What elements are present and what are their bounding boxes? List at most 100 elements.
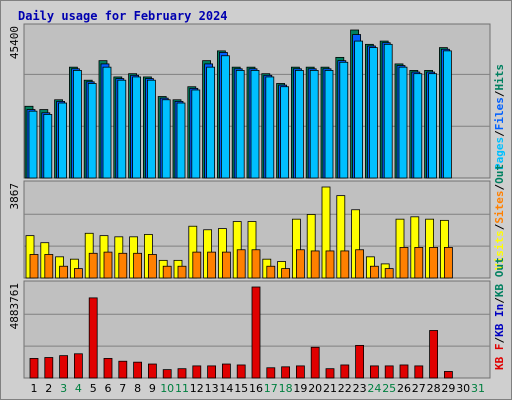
bar-sites xyxy=(236,249,246,279)
bar-sites xyxy=(310,250,320,279)
bar-kb-f xyxy=(340,364,350,379)
bar-pages xyxy=(43,114,53,179)
bar-kb-f xyxy=(429,330,439,379)
bar-kb-f xyxy=(399,364,409,379)
legend-entry: Sites xyxy=(493,191,506,224)
x-tick-label: 3 xyxy=(60,382,67,395)
bar-sites xyxy=(384,268,394,279)
bar-sites xyxy=(340,250,350,279)
bar-pages xyxy=(294,70,304,179)
bar-pages xyxy=(220,55,230,179)
bar-sites xyxy=(251,249,261,279)
bar-sites xyxy=(147,254,157,279)
bar-pages xyxy=(339,61,349,179)
legend-entry: / xyxy=(493,130,506,137)
bar-kb-f xyxy=(162,369,172,379)
x-tick-label: 14 xyxy=(219,382,233,395)
legend-entry: Visits xyxy=(493,230,506,270)
legend-entry: / xyxy=(493,184,506,191)
bar-kb-f xyxy=(59,355,68,379)
y-max-label: 3867 xyxy=(8,183,21,210)
bar-kb-f xyxy=(88,297,98,379)
bar-pages xyxy=(206,66,216,179)
bar-sites xyxy=(207,251,217,279)
bar-sites xyxy=(177,265,187,279)
bar-kb-f xyxy=(177,368,187,379)
bar-kb-f xyxy=(236,364,246,379)
bar-pages xyxy=(324,70,334,179)
bar-pages xyxy=(117,79,127,179)
bar-pages xyxy=(102,66,112,179)
bar-sites xyxy=(414,247,424,279)
bar-pages xyxy=(265,76,275,179)
bar-kb-f xyxy=(29,358,39,379)
bar-kb-f xyxy=(74,353,83,379)
bar-kb-f xyxy=(325,368,335,379)
x-tick-label: 26 xyxy=(397,382,411,395)
legend-entry: KB Out xyxy=(493,257,506,297)
bar-kb-f xyxy=(310,346,320,379)
x-tick-label: 29 xyxy=(441,382,455,395)
x-tick-label: 19 xyxy=(293,382,307,395)
legend: Pages/Files/Hits xyxy=(493,64,506,170)
x-tick-label: 22 xyxy=(338,382,352,395)
bar-kb-f xyxy=(355,344,365,379)
bar-sites xyxy=(443,247,453,279)
bar-pages xyxy=(87,83,97,179)
bar-kb-f xyxy=(133,361,143,379)
x-tick-label: 10 xyxy=(160,382,174,395)
bar-kb-f xyxy=(147,363,157,379)
bar-pages xyxy=(146,79,156,179)
x-tick-label: 4 xyxy=(75,382,82,395)
bar-pages xyxy=(442,50,452,179)
bar-sites xyxy=(295,249,305,279)
bar-sites xyxy=(103,251,113,279)
bar-pages xyxy=(309,70,319,179)
legend-entry: / xyxy=(493,223,506,230)
legend-entry: Pages xyxy=(493,137,506,170)
bar-sites xyxy=(29,254,39,279)
bar-pages xyxy=(191,89,201,179)
bar-kb-f xyxy=(414,365,424,379)
bar-sites xyxy=(74,268,83,279)
legend-entry: Hits xyxy=(493,64,506,91)
x-tick-label: 15 xyxy=(234,382,248,395)
bar-kb-f xyxy=(207,365,217,379)
bar-sites xyxy=(88,252,98,279)
bar-sites xyxy=(399,247,409,279)
bar-sites xyxy=(133,252,143,279)
legend: KB F/KB In/KB Out xyxy=(493,257,506,370)
bar-pages xyxy=(280,86,290,179)
bar-pages xyxy=(176,102,186,179)
bar-pages xyxy=(368,47,378,179)
bar-pages xyxy=(58,102,67,179)
x-tick-label: 9 xyxy=(149,382,156,395)
x-tick-label: 17 xyxy=(264,382,278,395)
x-tick-label: 20 xyxy=(308,382,322,395)
legend-entry: KB F xyxy=(493,344,506,371)
legend-entry: / xyxy=(493,337,506,344)
x-tick-label: 11 xyxy=(175,382,189,395)
x-tick-label: 30 xyxy=(456,382,470,395)
bar-pages xyxy=(132,76,142,179)
bar-pages xyxy=(398,66,408,179)
bar-pages xyxy=(73,70,82,179)
bar-sites xyxy=(118,252,128,279)
x-tick-label: 28 xyxy=(427,382,441,395)
legend-entry: Files xyxy=(493,97,506,130)
legend-entry: / xyxy=(493,90,506,97)
chart-title: Daily usage for February 2024 xyxy=(18,9,228,23)
x-tick-label: 1 xyxy=(31,382,38,395)
bar-pages xyxy=(28,110,38,179)
x-tick-label: 13 xyxy=(205,382,219,395)
bar-kb-f xyxy=(221,363,231,379)
x-tick-label: 7 xyxy=(119,382,126,395)
y-max-label: 45400 xyxy=(8,26,21,59)
x-tick-label: 2 xyxy=(45,382,52,395)
bar-pages xyxy=(161,99,171,179)
bar-kb-f xyxy=(281,366,291,379)
y-max-label: 4883761 xyxy=(8,283,21,329)
bar-kb-f xyxy=(103,358,113,379)
legend-entry: Out xyxy=(493,164,506,184)
